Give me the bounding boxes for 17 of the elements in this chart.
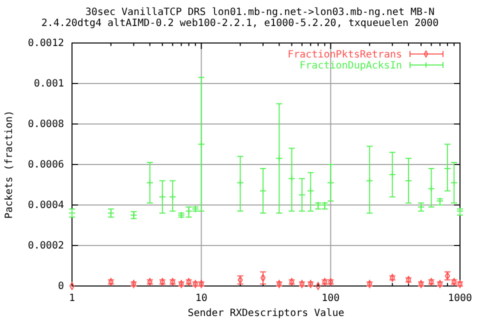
y-tick-label: 0.0008	[28, 119, 64, 130]
y-tick-label: 0.0012	[28, 38, 64, 50]
x-tick-label: 10	[195, 293, 208, 304]
y-tick-label: 0.0004	[28, 200, 64, 212]
x-axis-title: Sender RXDescriptors Value	[188, 308, 344, 319]
y-tick-label: 0.0006	[28, 160, 64, 171]
x-tick-label: 100	[322, 293, 340, 304]
y-tick-label: 0.0002	[28, 240, 64, 252]
legend-label: FractionDupAcksIn	[300, 60, 402, 72]
y-tick-label: 0.001	[34, 78, 64, 90]
legend-label: FractionPktsRetrans	[288, 50, 402, 60]
y-tick-label: 0	[58, 281, 64, 292]
chart-subtitle: 2.4.20dtg4 altAIMD-0.2 web100-2.2.1, e1000-5.2.20, txqueuelen 2000	[41, 18, 439, 29]
x-tick-label: 1000	[448, 293, 472, 304]
chart-title: 30sec VanillaTCP DRS lon01.mb-ng.net->lon03.mb-ng.net MB-N	[85, 7, 435, 18]
y-axis-title: Packets (fraction)	[4, 110, 15, 219]
x-tick-label: 1	[68, 293, 76, 304]
